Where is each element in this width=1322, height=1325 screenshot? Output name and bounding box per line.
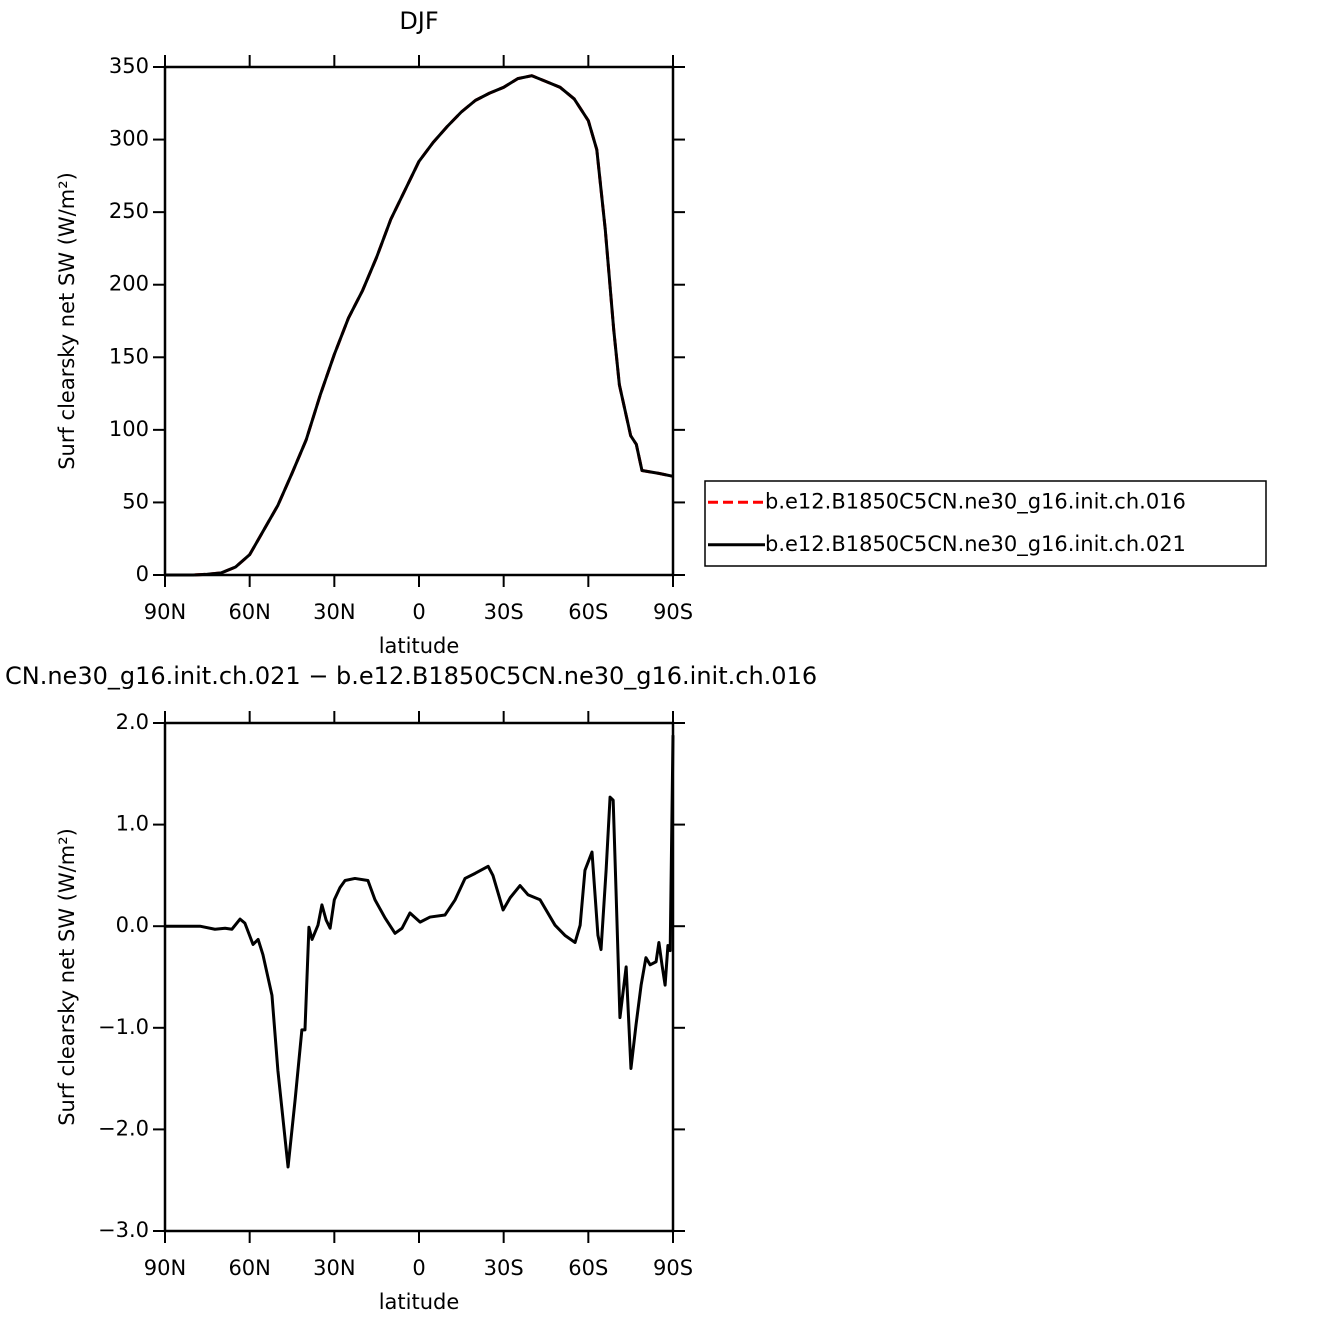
x-axis-label: latitude [379,1290,460,1314]
x-tick-label: 60N [228,1256,270,1280]
y-tick-label: −2.0 [98,1116,149,1140]
y-tick-label: −3.0 [98,1218,149,1242]
y-tick-label: 300 [109,127,149,151]
x-tick-label: 30N [313,600,355,624]
y-tick-label: 0 [136,562,149,586]
x-axis-label: latitude [379,634,460,658]
y-tick-label: 50 [122,489,149,513]
y-tick-label: 2.0 [116,710,149,734]
legend-label: b.e12.B1850C5CN.ne30_g16.init.ch.021 [765,532,1186,557]
x-tick-label: 60N [228,600,270,624]
chart-title: DJF [399,7,438,35]
x-tick-label: 30S [484,600,524,624]
y-tick-label: 100 [109,417,149,441]
y-axis-label: Surf clearsky net SW (W/m²) [55,172,79,470]
x-tick-label: 90S [653,600,693,624]
data-line [165,735,675,1169]
y-tick-label: 200 [109,272,149,296]
x-tick-label: 30N [313,1256,355,1280]
x-tick-label: 0 [412,1256,425,1280]
y-tick-label: 1.0 [116,812,149,836]
x-tick-label: 90N [144,1256,186,1280]
y-tick-label: 250 [109,199,149,223]
data-line [165,74,674,577]
y-tick-label: −1.0 [98,1015,149,1039]
legend-label: b.e12.B1850C5CN.ne30_g16.init.ch.016 [765,489,1186,514]
x-tick-label: 30S [484,1256,524,1280]
y-tick-label: 350 [109,54,149,78]
x-tick-label: 60S [568,600,608,624]
x-tick-label: 0 [412,600,425,624]
y-tick-label: 150 [109,344,149,368]
y-axis-label: Surf clearsky net SW (W/m²) [55,828,79,1126]
plot-frame [163,721,675,1233]
legend-box [704,480,1267,567]
chart-title: CN.ne30_g16.init.ch.021 − b.e12.B1850C5C… [5,662,817,690]
y-tick-label: 0.0 [116,913,149,937]
plot-frame [163,65,675,577]
x-tick-label: 90S [653,1256,693,1280]
x-tick-label: 60S [568,1256,608,1280]
x-tick-label: 90N [144,600,186,624]
